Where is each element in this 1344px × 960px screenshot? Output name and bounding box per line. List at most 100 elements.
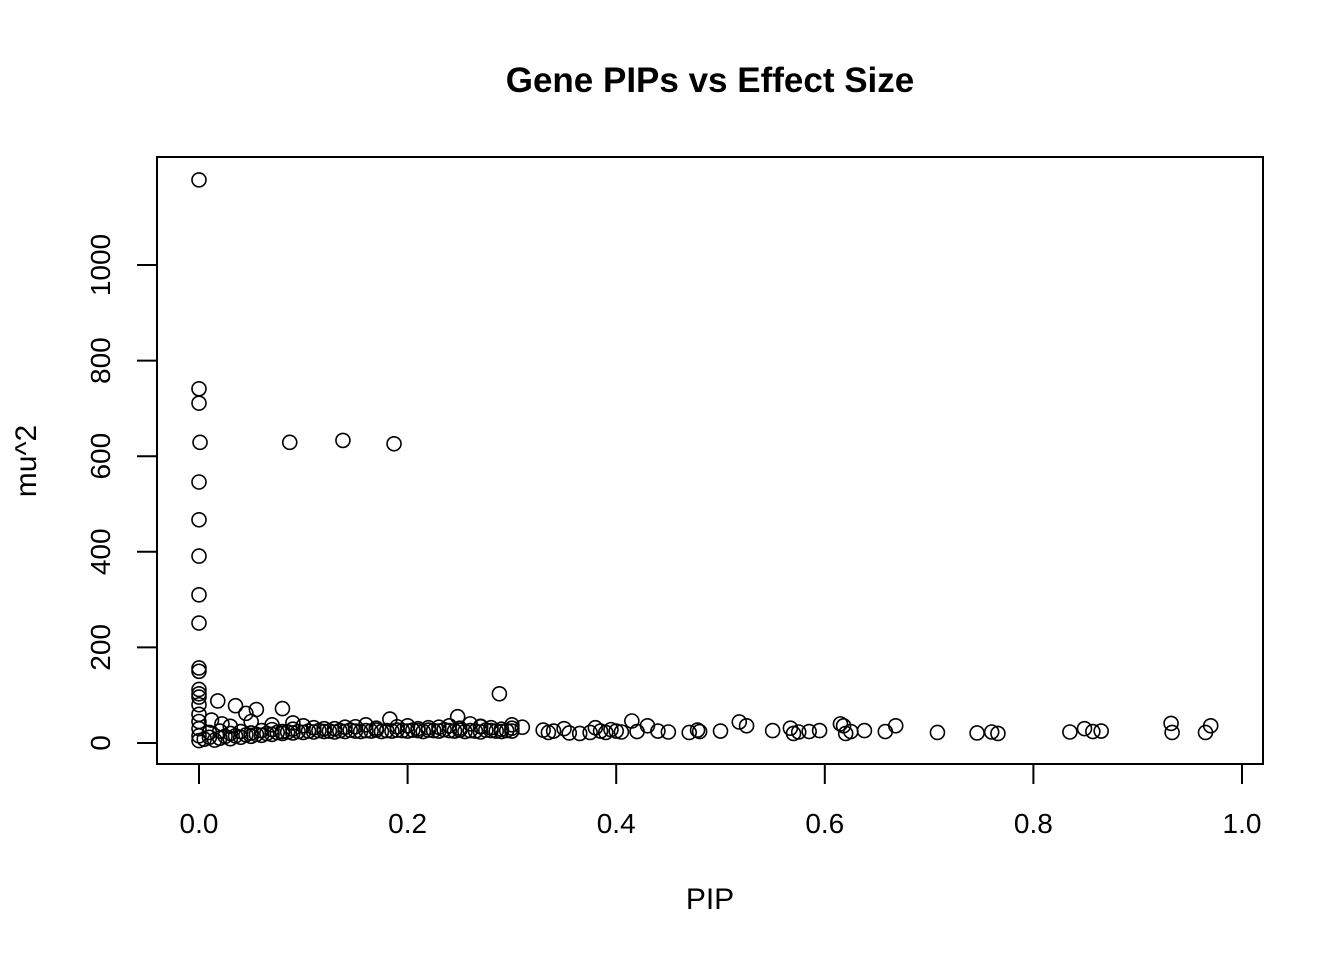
data-point [660,724,677,740]
x-tick-label: 0.0 [180,808,219,839]
data-point [386,435,402,452]
data-point [243,713,259,730]
y-tick-label: 600 [85,433,116,480]
x-tick-label: 0.8 [1014,808,1053,839]
data-point [191,696,207,713]
data-point [394,722,411,739]
data-point [191,172,207,188]
data-point [389,718,405,735]
data-point [191,474,207,490]
data-point [856,722,873,739]
data-point [712,723,729,739]
data-point [337,719,353,736]
data-point [764,722,781,739]
data-point [493,721,510,737]
data-point [326,720,343,737]
data-point [203,712,220,728]
data-point [832,716,849,732]
y-tick-label: 800 [85,337,116,384]
data-point [191,681,207,698]
data-point [274,700,291,717]
data-point [253,722,270,739]
data-point [281,434,298,451]
data-point [650,723,666,739]
data-point [192,434,208,451]
data-point [738,717,755,734]
data-point [451,720,468,736]
data-point [347,723,364,739]
data-point [462,722,478,739]
data-point [305,719,322,736]
data-point [561,725,578,741]
data-point [399,717,416,734]
y-tick-label: 1000 [85,234,116,296]
data-point [335,432,351,449]
data-point [887,717,904,734]
chart-title: Gene PIPs vs Effect Size [506,61,915,100]
x-tick-label: 0.6 [805,808,844,839]
data-point [1163,715,1179,732]
x-tick-label: 0.2 [388,808,427,839]
data-point [1164,724,1180,741]
data-point [285,715,301,731]
y-tick-label: 0 [85,735,116,751]
data-point [191,587,207,603]
data-point [378,722,395,739]
data-point [790,724,807,740]
data-point [1085,723,1101,740]
data-point [191,689,207,705]
y-tick-label: 200 [85,624,116,671]
data-point [491,685,508,702]
data-point [811,722,828,739]
data-point [801,723,817,740]
y-tick-label: 400 [85,528,116,575]
data-points [191,172,1219,749]
data-point [316,723,332,740]
data-point [212,723,228,739]
data-point [222,725,239,742]
data-point [232,723,249,740]
data-point [613,724,630,740]
data-point [191,395,207,411]
data-point [1093,723,1109,739]
x-tick-label: 0.4 [597,808,636,839]
data-point [983,724,1000,740]
data-point [731,714,748,730]
data-point [990,725,1006,742]
data-point [929,724,946,741]
data-point [191,511,207,528]
data-point [238,705,254,722]
data-point [556,720,572,737]
data-point [514,719,531,736]
y-axis: 0 200 400 600 800 1000 [85,234,158,751]
data-point [582,724,598,741]
x-axis: 0.0 0.2 0.4 0.6 0.8 1.0 [180,763,1261,839]
data-point [441,722,458,739]
data-point [608,723,625,739]
data-point [264,721,280,738]
data-point [504,720,520,736]
data-point [399,723,416,739]
data-point [681,724,698,741]
data-point [285,721,301,737]
data-point [472,718,489,735]
data-point [191,548,207,564]
data-point [243,725,259,741]
data-point [358,722,374,739]
data-point [571,725,588,742]
data-point [689,722,706,738]
y-axis-label: mu^2 [10,425,43,497]
data-point [227,697,244,714]
data-point [201,724,218,741]
data-point [352,723,369,740]
data-point [431,719,447,736]
data-point [410,720,426,737]
data-point [691,723,708,740]
data-point [209,693,226,709]
x-axis-label: PIP [686,883,734,916]
data-point [1062,724,1078,740]
data-point [191,663,207,680]
data-point [368,720,385,736]
data-point [1202,717,1219,734]
